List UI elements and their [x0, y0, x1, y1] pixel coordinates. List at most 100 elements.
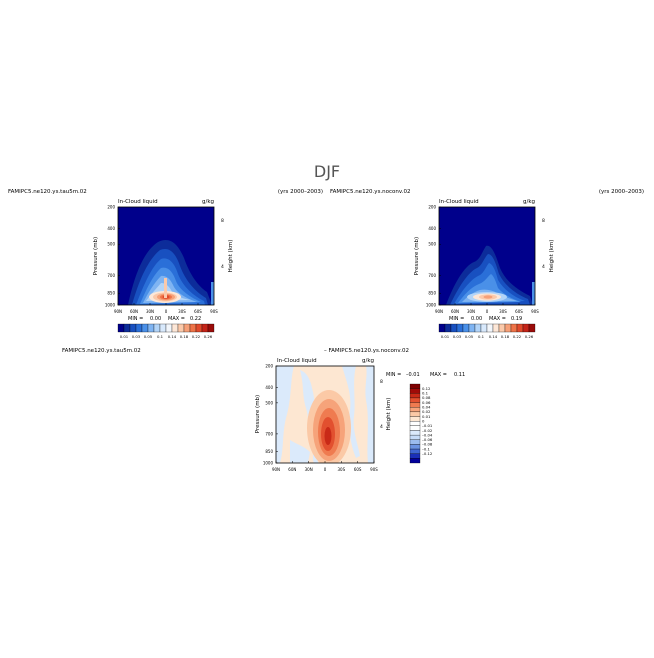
- colorbar-tick-label: 0.05: [465, 334, 474, 339]
- y-tick-label: 1000: [426, 303, 437, 308]
- y-tick-label: 500: [265, 400, 273, 405]
- panel-2-title: In-Cloud liquid: [439, 199, 479, 205]
- x-tick-label: 90S: [370, 467, 378, 472]
- y-tick-label: 1000: [263, 461, 274, 466]
- x-tick-label: 60S: [194, 309, 202, 314]
- panel-3-neg-band-right: [342, 366, 360, 458]
- panel-1-title: In-Cloud liquid: [118, 199, 158, 205]
- panel-2-units: g/kg: [523, 199, 535, 205]
- x-tick-label: 60N: [288, 467, 296, 472]
- y-tick-label: 500: [107, 242, 115, 247]
- panel-3-title: In-Cloud liquid: [277, 358, 317, 364]
- colorbar-swatch: [123, 323, 131, 333]
- colorbar-tick-label: 0.1: [478, 334, 485, 339]
- panel-2-max-label: MAX =: [489, 316, 506, 322]
- colorbar-swatch: [189, 323, 197, 333]
- y-tick-label: 400: [428, 226, 436, 231]
- x-tick-label: 30S: [499, 309, 507, 314]
- colorbar-swatch: [480, 323, 488, 333]
- colorbar-swatch: [450, 323, 458, 333]
- colorbar-swatch: [153, 323, 161, 333]
- x-tick-label: 60S: [515, 309, 523, 314]
- y-tick-label: 400: [265, 385, 273, 390]
- panel-1-xticks: 90N 60N 30N 0 30S 60S 90S: [114, 303, 218, 314]
- y-tick-label: 700: [428, 273, 436, 278]
- y-tick-label: 1000: [105, 303, 116, 308]
- panel-1-case: FAMIPC5.ne120.ys.tau5m.02: [8, 189, 87, 195]
- colorbar-tick-label: 0.06: [422, 400, 431, 405]
- x-tick-label: 30N: [146, 309, 154, 314]
- y-tick-label: 700: [107, 273, 115, 278]
- x-tick-label: 30S: [338, 467, 346, 472]
- colorbar-swatch: [486, 323, 494, 333]
- panel-1-ylabel: Pressure (mb): [93, 237, 99, 275]
- colorbar-swatch: [177, 323, 185, 333]
- colorbar-tick-label: 0.02: [422, 409, 431, 414]
- colorbar-swatch: [141, 323, 149, 333]
- panel-2-max-value: 0.19: [511, 316, 522, 322]
- colorbar-swatch: [409, 388, 421, 394]
- panel-3-colorbar: 0.120.10.080.060.040.020.010–0.01–0.02–0…: [409, 383, 433, 464]
- colorbar-tick-label: 0.08: [422, 395, 431, 400]
- panel-3-ylabel-right: Height (km): [386, 398, 392, 431]
- colorbar-tick-label: –0.06: [422, 437, 433, 442]
- y-tick-label: 200: [428, 205, 436, 210]
- colorbar-tick-label: –0.08: [422, 442, 433, 447]
- colorbar-tick-label: 0.14: [168, 334, 177, 339]
- panel-3-field: [276, 366, 374, 463]
- panel-2-ylabel-right: Height (km): [549, 240, 555, 273]
- colorbar-swatch: [409, 397, 421, 403]
- panel-1-yright-tick-2: 4: [221, 264, 224, 270]
- panel-3-case: FAMIPC5.ne120.ys.tau5m.02: [62, 348, 141, 354]
- colorbar-swatch: [409, 402, 421, 408]
- colorbar-swatch: [409, 425, 421, 431]
- x-tick-label: 60N: [451, 309, 459, 314]
- colorbar-swatch: [135, 323, 143, 333]
- panel-1-max-value: 0.22: [190, 316, 201, 322]
- colorbar-swatch: [409, 421, 421, 426]
- y-tick-label: 850: [107, 291, 115, 296]
- colorbar-swatch: [409, 453, 421, 459]
- colorbar-swatch: [438, 323, 446, 333]
- y-tick-label: 850: [265, 449, 273, 454]
- colorbar-tick-label: 0.14: [489, 334, 498, 339]
- colorbar-tick-label: –0.02: [422, 428, 433, 433]
- panel-2-yticks: 200 400 500 700 850 1000: [426, 205, 441, 308]
- colorbar-swatch: [195, 323, 203, 333]
- panel-3-neg-band-edge: [365, 366, 374, 463]
- panel-1-yticks: 200 400 500 700 850 1000: [105, 205, 120, 308]
- panel-1: FAMIPC5.ne120.ys.tau5m.02 (yrs 2000–2003…: [8, 189, 323, 339]
- colorbar-swatch: [171, 323, 179, 333]
- panel-1-units: g/kg: [202, 199, 214, 205]
- panel-2-xticks: 90N 60N 30N 0 30S 60S 90S: [435, 303, 539, 314]
- panel-2-colorbar: 0.01 0.03 0.05 0.1 0.14 0.18 0.22 0.26: [438, 323, 536, 339]
- colorbar-swatch: [409, 393, 421, 399]
- panel-2-years: (yrs 2000–2003): [599, 189, 644, 195]
- x-tick-label: 30N: [305, 467, 313, 472]
- colorbar-tick-label: 0.26: [204, 334, 213, 339]
- x-tick-label: 90S: [210, 309, 218, 314]
- panel-1-edge-strip: [211, 282, 214, 305]
- colorbar-swatch: [117, 323, 125, 333]
- panel-1-ylabel-right: Height (km): [228, 240, 234, 273]
- colorbar-swatch: [456, 323, 464, 333]
- y-tick-label: 200: [265, 364, 273, 369]
- colorbar-swatch: [159, 323, 167, 333]
- colorbar-tick-label: 0.01: [441, 334, 450, 339]
- panel-2-min-label: MIN =: [449, 316, 464, 322]
- y-tick-label: 850: [428, 291, 436, 296]
- colorbar-swatch: [409, 458, 421, 464]
- colorbar-swatch: [165, 323, 173, 333]
- panel-1-years: (yrs 2000–2003): [278, 189, 323, 195]
- colorbar-swatch: [504, 323, 512, 333]
- colorbar-tick-label: 0.12: [422, 386, 431, 391]
- panel-2-min-value: 0.00: [471, 316, 482, 322]
- panel-3-case-b: – FAMIPC5.ne120.ys.noconv.02: [324, 348, 409, 354]
- panel-2-field: [439, 207, 535, 305]
- x-tick-label: 0: [165, 309, 168, 314]
- panel-2-edge-strip: [532, 282, 535, 305]
- colorbar-swatch: [409, 444, 421, 450]
- colorbar-tick-label: 0.01: [422, 414, 431, 419]
- y-tick-label: 500: [428, 242, 436, 247]
